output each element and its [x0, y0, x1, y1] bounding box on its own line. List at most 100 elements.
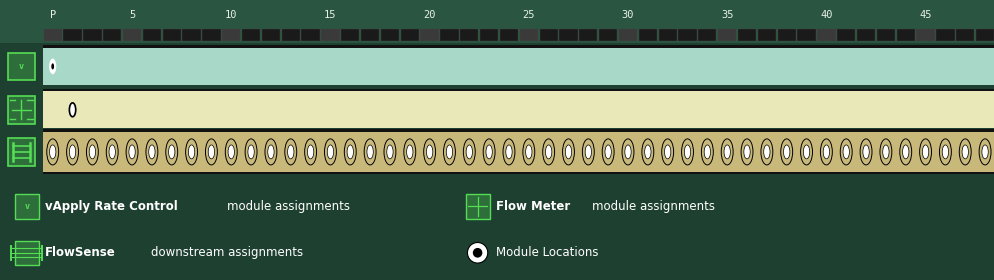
Circle shape	[525, 145, 532, 159]
Text: module assignments: module assignments	[591, 200, 715, 213]
Circle shape	[584, 145, 590, 159]
Circle shape	[562, 139, 574, 165]
Text: v: v	[19, 62, 24, 71]
Bar	[142, 29, 161, 41]
Circle shape	[763, 145, 769, 159]
Circle shape	[565, 145, 572, 159]
Circle shape	[782, 145, 789, 159]
Bar	[64, 29, 82, 41]
Circle shape	[327, 145, 333, 159]
Circle shape	[109, 145, 115, 159]
Text: vApply Rate Control: vApply Rate Control	[45, 200, 177, 213]
Bar	[658, 29, 676, 41]
Bar	[202, 29, 221, 41]
Circle shape	[581, 139, 593, 165]
Text: module assignments: module assignments	[227, 200, 350, 213]
Circle shape	[304, 139, 316, 165]
Bar	[698, 29, 716, 41]
Circle shape	[704, 145, 710, 159]
Circle shape	[741, 139, 752, 165]
Circle shape	[89, 145, 95, 159]
Circle shape	[918, 139, 930, 165]
Circle shape	[802, 145, 809, 159]
Bar	[44, 29, 62, 41]
Circle shape	[264, 139, 276, 165]
FancyBboxPatch shape	[15, 241, 39, 265]
Circle shape	[859, 139, 871, 165]
Circle shape	[601, 139, 613, 165]
Bar	[242, 29, 260, 41]
Bar	[776, 29, 795, 41]
Bar	[361, 29, 379, 41]
Circle shape	[287, 145, 293, 159]
Circle shape	[624, 145, 630, 159]
Circle shape	[681, 139, 693, 165]
Circle shape	[347, 145, 353, 159]
Text: downstream assignments: downstream assignments	[151, 246, 303, 259]
Text: 25: 25	[522, 10, 535, 20]
Bar	[816, 29, 835, 41]
Bar	[618, 29, 636, 41]
Circle shape	[485, 145, 492, 159]
Text: 5: 5	[129, 10, 135, 20]
Text: 10: 10	[225, 10, 238, 20]
Bar	[341, 29, 359, 41]
Circle shape	[188, 145, 195, 159]
Circle shape	[70, 145, 76, 159]
Circle shape	[307, 145, 313, 159]
Circle shape	[324, 139, 336, 165]
Bar	[261, 29, 279, 41]
Circle shape	[604, 145, 610, 159]
Circle shape	[47, 139, 59, 165]
Circle shape	[483, 139, 495, 165]
Circle shape	[800, 139, 812, 165]
Bar	[499, 29, 518, 41]
Circle shape	[148, 145, 155, 159]
Bar	[43, 172, 994, 174]
Bar	[321, 29, 339, 41]
Circle shape	[205, 139, 217, 165]
Circle shape	[423, 139, 435, 165]
Circle shape	[721, 139, 733, 165]
Bar	[598, 29, 616, 41]
Bar	[222, 29, 241, 41]
Circle shape	[384, 139, 396, 165]
Circle shape	[146, 139, 158, 165]
Circle shape	[404, 139, 415, 165]
Bar	[796, 29, 815, 41]
Bar	[678, 29, 696, 41]
Text: P: P	[50, 10, 56, 20]
Circle shape	[941, 145, 947, 159]
Circle shape	[70, 103, 76, 117]
Circle shape	[245, 139, 256, 165]
FancyBboxPatch shape	[15, 194, 39, 218]
Bar	[896, 29, 913, 41]
Circle shape	[208, 145, 215, 159]
Circle shape	[684, 145, 690, 159]
Circle shape	[644, 145, 650, 159]
Bar	[43, 45, 994, 48]
Bar	[519, 29, 538, 41]
Bar	[420, 29, 438, 41]
Bar	[281, 29, 299, 41]
Circle shape	[780, 139, 792, 165]
Circle shape	[820, 139, 832, 165]
Circle shape	[443, 139, 455, 165]
Bar	[975, 29, 993, 41]
Bar	[43, 129, 994, 132]
Bar	[856, 29, 875, 41]
Circle shape	[50, 145, 56, 159]
Bar	[103, 29, 121, 41]
FancyBboxPatch shape	[8, 53, 35, 80]
Bar	[935, 29, 953, 41]
Bar	[757, 29, 775, 41]
Circle shape	[387, 145, 393, 159]
Circle shape	[505, 145, 512, 159]
Circle shape	[842, 145, 849, 159]
Bar	[836, 29, 855, 41]
FancyBboxPatch shape	[465, 194, 489, 218]
Bar	[43, 91, 994, 128]
Bar	[43, 48, 994, 85]
Bar	[43, 0, 994, 43]
Bar	[459, 29, 478, 41]
